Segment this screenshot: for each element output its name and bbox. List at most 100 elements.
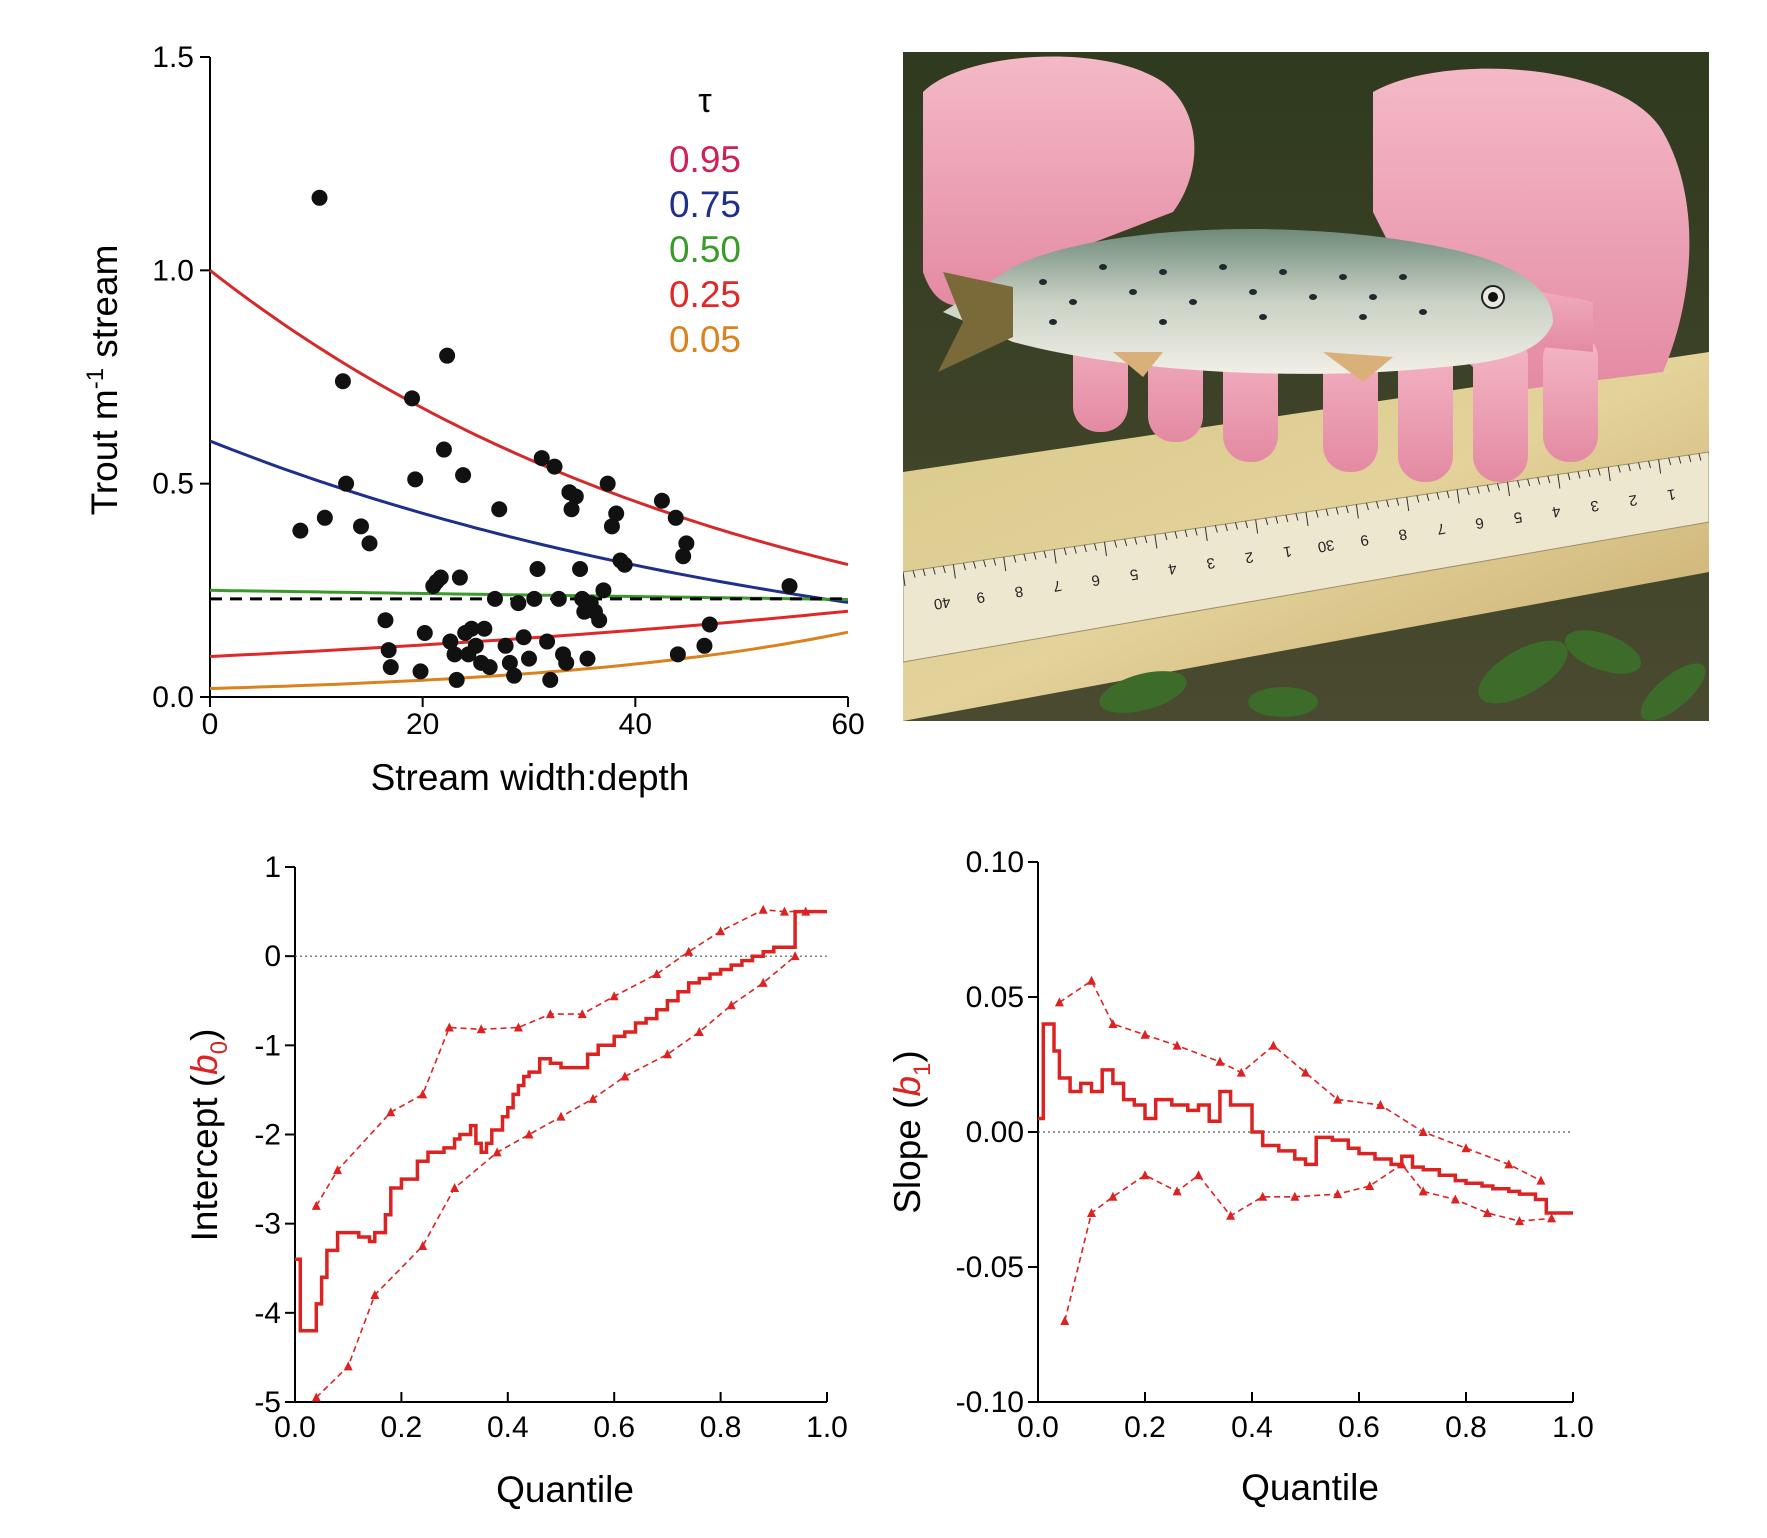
legend-entry: 0.25	[669, 274, 741, 315]
upper-bound-marker	[513, 1022, 523, 1032]
intercept-panel: 0.0 0.2 0.4 0.6 0.8 1.0-5-4-3-2-101 Quantile …	[184, 851, 848, 1510]
upper-bound-marker	[684, 946, 694, 956]
quantile-curve	[209, 269, 849, 567]
grass	[1099, 630, 1706, 721]
data-point	[591, 612, 608, 629]
upper-bound-marker	[652, 969, 662, 978]
data-point	[539, 633, 556, 650]
upper-bound-marker	[1236, 1067, 1246, 1077]
scatter-ticks: 0 20 40 60 0.0 0.5 1.0 1.5	[152, 41, 864, 741]
upper-bound-marker	[1418, 1127, 1428, 1136]
ruler-tick	[1104, 541, 1107, 557]
ruler-tick	[1245, 520, 1249, 529]
ruler-tick	[1688, 454, 1692, 463]
lower-bound-marker	[1258, 1191, 1268, 1201]
ruler-tick	[1476, 486, 1480, 494]
ruler-tick	[1335, 507, 1339, 515]
slope-confidence-bands	[1054, 975, 1557, 1325]
ruler-label: 3	[1589, 496, 1600, 514]
data-point	[558, 654, 575, 671]
ruler-label: 9	[975, 588, 986, 606]
x-tick-label: 0	[202, 708, 219, 741]
ruler-tick	[1416, 495, 1420, 503]
data-point	[675, 548, 692, 565]
ruler-tick	[1456, 489, 1460, 504]
fish-spot	[1189, 299, 1197, 305]
ruler-tick	[993, 558, 997, 566]
ruler-ticks	[903, 452, 1709, 587]
ruler-label: 2	[1244, 548, 1255, 566]
ruler-tick	[1003, 556, 1007, 572]
slope-x-axis-label: Quantile	[1241, 1467, 1379, 1508]
ruler-tick	[1033, 552, 1037, 560]
x-tick-label: 0.2	[1124, 1411, 1166, 1444]
upper-bound-marker	[1108, 1019, 1118, 1028]
lower-bound-marker	[588, 1093, 598, 1103]
ruler-tick	[962, 562, 966, 571]
data-point	[510, 595, 527, 612]
ruler-tick	[1517, 480, 1521, 488]
ruler-tick	[1496, 483, 1500, 491]
ruler-tick	[1678, 456, 1682, 464]
data-point	[515, 629, 532, 646]
ruler-tick	[1446, 490, 1450, 499]
x-tick-label: 0.4	[1231, 1411, 1273, 1444]
upper-bound-marker	[444, 1022, 454, 1032]
lower-bound-line	[1064, 1163, 1552, 1322]
lower-bound-marker	[1333, 1189, 1343, 1199]
data-point	[579, 650, 596, 667]
data-point	[497, 637, 514, 654]
ruler-label: 3	[1205, 554, 1216, 572]
intercept-ticks: 0.0 0.2 0.4 0.6 0.8 1.0 -5 -4 -3 -2 -1 0 1	[254, 851, 848, 1444]
y-tick-label: 0.10	[966, 846, 1024, 879]
lower-bound-marker	[1290, 1191, 1300, 1201]
fish-spot	[1339, 274, 1347, 280]
ruler-tick	[1234, 522, 1238, 530]
data-point	[546, 458, 563, 475]
x-tick-label: 0.8	[700, 1411, 742, 1444]
data-point	[338, 475, 355, 492]
ruler-label: 7	[1436, 519, 1447, 537]
ruler-label: 6	[1090, 571, 1101, 589]
x-tick-label: 40	[619, 708, 652, 741]
upper-bound-marker	[1268, 1040, 1278, 1050]
ruler-tick	[1265, 517, 1269, 526]
ruler-tick	[1577, 471, 1581, 479]
ruler-tick	[1325, 508, 1329, 517]
data-point	[292, 522, 309, 539]
slope-estimate	[1038, 1022, 1573, 1215]
y-tick-label: -5	[254, 1386, 281, 1419]
x-tick-label: 0.6	[593, 1411, 635, 1444]
ruler-tick	[1275, 516, 1279, 524]
ruler-tick	[1396, 498, 1400, 506]
upper-bound-marker	[386, 1107, 396, 1117]
intercept-estimate	[295, 909, 827, 1333]
ruler-tick	[1134, 537, 1138, 545]
y-tick-label: -3	[254, 1208, 281, 1241]
data-point	[380, 642, 397, 659]
ruler-tick	[1285, 514, 1289, 523]
y-tick-label: -0.05	[956, 1251, 1024, 1284]
fish-spot	[1369, 294, 1377, 300]
data-point	[542, 671, 559, 688]
lower-bound-marker	[450, 1183, 460, 1192]
data-point	[501, 654, 518, 671]
ruler-tick	[1698, 453, 1702, 461]
data-point	[616, 556, 633, 573]
upper-bound-marker	[577, 1009, 587, 1019]
slope-ticks: 0.0 0.2 0.4 0.6 0.8 1.0 -0.10 -0.05 0.00 0.05 0.10	[956, 846, 1594, 1444]
lower-bound-marker	[1060, 1316, 1070, 1325]
upper-bound-marker	[1140, 1029, 1150, 1039]
ruler-tick	[1547, 475, 1551, 484]
data-point	[476, 620, 493, 637]
fish-spot	[1419, 309, 1427, 315]
upper-bound-line	[1058, 979, 1542, 1182]
ruler-tick	[942, 565, 946, 574]
fish-spot	[1069, 299, 1077, 305]
ruler-tick	[1597, 468, 1601, 476]
lower-bound-marker	[758, 977, 768, 987]
data-point	[404, 390, 421, 407]
data-point	[316, 509, 333, 526]
estimate-step-line	[295, 909, 827, 1333]
ruler-tick	[1053, 549, 1057, 564]
